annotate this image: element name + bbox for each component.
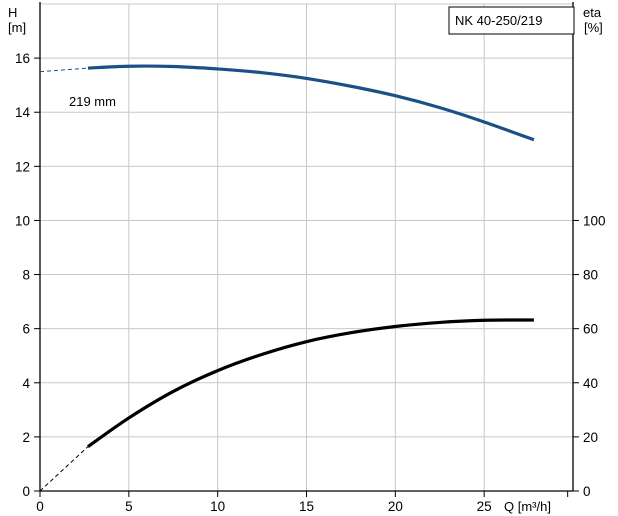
right-tick-label: 40 [583,376,598,391]
x-tick-label: 5 [125,499,133,514]
x-tick-label: 20 [388,499,403,514]
head-curve-extrapolation [39,67,89,73]
left-tick-label: 4 [22,376,30,391]
right-axis-label: eta [583,5,602,20]
x-tick-label: 25 [477,499,492,514]
efficiency-curve [87,318,534,448]
right-tick-label: 0 [583,484,591,499]
title-box [448,6,575,35]
x-axis-label: Q [m³/h] [504,499,551,514]
x-tick-label: 0 [36,499,44,514]
grid-lines [40,3,573,491]
left-tick-label: 12 [15,159,30,174]
chart-title: NK 40-250/219 [455,13,542,28]
left-axis-unit: [m] [8,20,26,35]
tick-marks [34,57,579,497]
left-tick-label: 6 [22,322,30,337]
left-tick-label: 2 [22,430,30,445]
series-lines [39,64,535,492]
left-axis-label: H [8,5,17,20]
right-tick-label: 80 [583,268,598,283]
x-tick-label: 15 [299,499,314,514]
right-axis-unit: [%] [584,20,603,35]
left-tick-label: 14 [15,105,31,120]
efficiency-curve-extrapolation [39,446,89,492]
right-tick-label: 100 [583,213,606,228]
head-curve-219mm [87,64,535,142]
right-tick-label: 60 [583,322,598,337]
curve-label-219mm: 219 mm [69,94,116,109]
x-tick-label: 10 [210,499,225,514]
left-tick-label: 8 [22,268,30,283]
left-tick-label: 10 [15,213,30,228]
left-tick-label: 0 [22,484,30,499]
left-tick-label: 16 [15,51,30,66]
right-tick-label: 20 [583,430,598,445]
